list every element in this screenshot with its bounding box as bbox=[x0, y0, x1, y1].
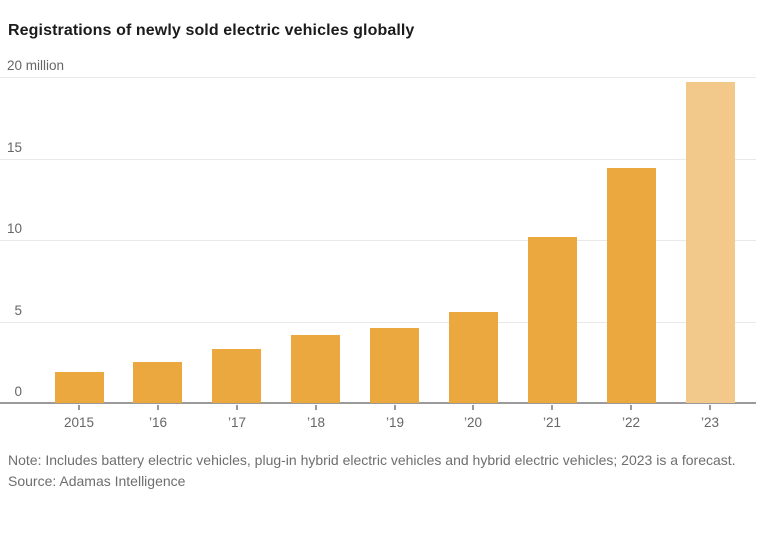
y-tick-label-15: 15 bbox=[6, 140, 22, 155]
y-tick-label-20: 20 million bbox=[7, 58, 65, 73]
x-tick-18 bbox=[315, 405, 317, 410]
x-tick-label-22: ’22 bbox=[621, 415, 640, 430]
x-tick-20 bbox=[472, 405, 474, 410]
x-tick-label-19: ’19 bbox=[385, 415, 404, 430]
y-tick-label-0: 0 bbox=[14, 384, 22, 399]
x-tick-label-16: ’16 bbox=[148, 415, 167, 430]
x-axis-line bbox=[0, 402, 756, 404]
x-tick-2015 bbox=[78, 405, 80, 410]
bar-20 bbox=[449, 312, 498, 403]
x-tick-16 bbox=[157, 405, 159, 410]
bar-22 bbox=[607, 168, 656, 403]
x-tick-19 bbox=[394, 405, 396, 410]
bar-16 bbox=[133, 362, 182, 403]
x-tick-label-17: ’17 bbox=[227, 415, 246, 430]
chart-footnotes: Note: Includes battery electric vehicles… bbox=[8, 450, 746, 492]
bar-21 bbox=[528, 237, 577, 403]
x-tick-label-18: ’18 bbox=[306, 415, 325, 430]
x-tick-label-23: ’23 bbox=[700, 415, 719, 430]
x-tick-22 bbox=[630, 405, 632, 410]
bar-17 bbox=[212, 349, 261, 403]
chart-title: Registrations of newly sold electric veh… bbox=[8, 22, 415, 39]
source-text: Source: Adamas Intelligence bbox=[8, 473, 186, 489]
y-tick-label-5: 5 bbox=[14, 303, 22, 318]
bar-2015 bbox=[55, 372, 104, 403]
y-gridline-15 bbox=[0, 159, 756, 160]
y-tick-label-10: 10 bbox=[6, 221, 22, 236]
y-gridline-20 bbox=[0, 77, 756, 78]
y-gridline-10 bbox=[0, 240, 756, 241]
x-tick-label-20: ’20 bbox=[463, 415, 482, 430]
bar-18 bbox=[291, 335, 340, 403]
x-tick-label-2015: 2015 bbox=[63, 415, 95, 430]
bar-19 bbox=[370, 328, 419, 403]
x-tick-label-21: ’21 bbox=[542, 415, 561, 430]
y-gridline-5 bbox=[0, 322, 756, 323]
bar-23 bbox=[686, 82, 735, 403]
x-tick-17 bbox=[236, 405, 238, 410]
x-tick-21 bbox=[551, 405, 553, 410]
note-text: Note: Includes battery electric vehicles… bbox=[8, 452, 736, 468]
x-tick-23 bbox=[709, 405, 711, 410]
